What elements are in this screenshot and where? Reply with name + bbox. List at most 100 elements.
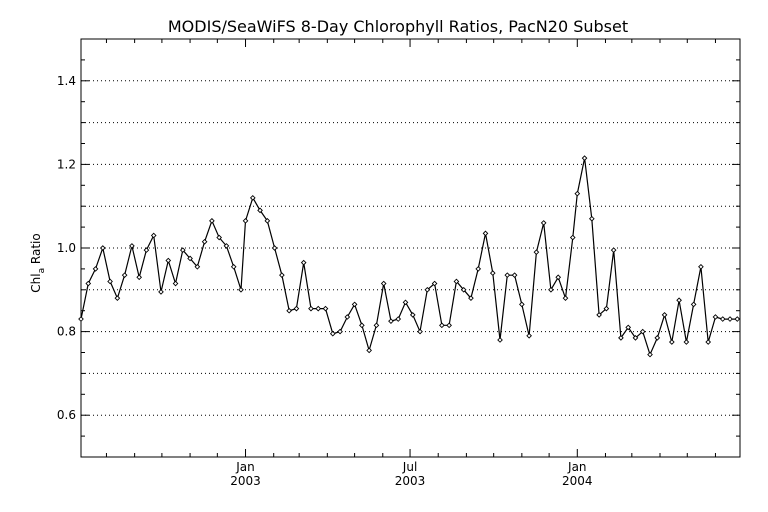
data-point: [158, 289, 164, 295]
data-point: [388, 318, 394, 324]
data-point: [482, 230, 489, 237]
data-point: [380, 280, 387, 287]
x-tick-label-year: 2003: [230, 474, 261, 488]
data-point: [581, 155, 588, 161]
data-point: [359, 322, 365, 329]
data-point: [533, 249, 540, 256]
data-point: [293, 305, 300, 312]
x-tick-label-month: Jul: [402, 460, 417, 474]
data-point: [92, 266, 99, 272]
data-point: [632, 335, 639, 341]
data-point: [286, 307, 292, 314]
data-point: [424, 286, 431, 293]
data-point: [574, 190, 581, 197]
data-point: [712, 314, 719, 320]
data-point: [329, 330, 336, 337]
data-point: [366, 347, 372, 354]
x-tick-label-year: 2004: [562, 474, 593, 488]
data-point: [216, 234, 222, 241]
data-point: [172, 280, 179, 287]
data-point: [453, 278, 460, 285]
data-point: [661, 312, 668, 318]
y-axis: 0.6 0.8 1.0 1.2 1.4: [57, 59, 740, 437]
data-point: [548, 286, 554, 293]
data-point: [373, 322, 380, 329]
data-point: [99, 245, 106, 251]
y-tick-label: 0.6: [57, 408, 76, 422]
y-tick-label: 1.2: [57, 157, 76, 171]
data-point: [683, 339, 690, 345]
data-point: [497, 337, 503, 343]
data-point: [271, 245, 278, 251]
data-point: [78, 316, 84, 322]
data-point: [143, 247, 150, 253]
data-point: [242, 217, 249, 224]
data-point: [727, 316, 733, 322]
data-point: [654, 335, 661, 341]
x-tick-label-year: 2003: [395, 474, 426, 488]
data-point: [734, 316, 741, 322]
data-point: [719, 316, 726, 322]
data-point: [150, 232, 157, 239]
data-point: [136, 274, 143, 281]
data-point: [647, 351, 653, 358]
data-point: [610, 247, 617, 253]
data-point: [249, 195, 256, 201]
y-axis-label-main: Chl: [29, 273, 43, 292]
data-point: [639, 328, 646, 335]
data-point: [705, 339, 712, 345]
data-point: [114, 295, 121, 301]
data-point: [526, 332, 532, 339]
data-point: [107, 278, 113, 285]
data-point: [540, 220, 547, 226]
data-point: [698, 263, 704, 270]
data-point: [446, 322, 452, 329]
series-markers: [78, 155, 741, 358]
data-point: [596, 312, 602, 318]
data-point: [417, 328, 423, 335]
x-tick-label-month: Jan: [567, 460, 587, 474]
data-point: [504, 272, 511, 279]
data-point: [555, 274, 562, 281]
data-point: [511, 272, 518, 279]
data-point: [257, 207, 263, 214]
y-tick-label: 1.4: [57, 74, 76, 88]
data-point: [165, 257, 172, 264]
data-point: [315, 305, 322, 312]
data-point: [409, 312, 416, 318]
y-axis-label-subscript: a: [37, 268, 47, 274]
data-point: [395, 316, 402, 322]
data-point: [238, 286, 244, 293]
y-axis-label: Chla Ratio: [29, 233, 47, 292]
data-point: [431, 280, 438, 287]
data-point: [402, 299, 409, 306]
data-point: [201, 238, 208, 245]
y-tick-label: 1.0: [57, 241, 76, 255]
data-point: [690, 301, 697, 308]
y-gridlines: [81, 80, 740, 416]
chart-title: MODIS/SeaWiFS 8-Day Chlorophyll Ratios, …: [168, 17, 628, 36]
data-point: [223, 243, 230, 249]
data-point: [625, 324, 632, 331]
data-point: [468, 295, 474, 301]
y-tick-label: 0.8: [57, 325, 76, 339]
data-point: [676, 297, 682, 304]
data-point: [322, 305, 329, 312]
data-point: [300, 259, 307, 266]
data-point: [439, 322, 445, 329]
data-point: [344, 314, 351, 320]
data-point: [179, 247, 186, 253]
x-tick-label-month: Jan: [235, 460, 255, 474]
data-point: [209, 217, 215, 224]
data-point: [569, 234, 576, 241]
data-point: [589, 215, 595, 222]
data-point: [475, 266, 482, 272]
data-point: [519, 301, 525, 308]
y-axis-label-suffix: Ratio: [29, 233, 43, 268]
series-line: [80, 157, 738, 357]
data-point: [460, 286, 467, 293]
data-point: [603, 305, 610, 312]
data-point: [187, 255, 193, 262]
